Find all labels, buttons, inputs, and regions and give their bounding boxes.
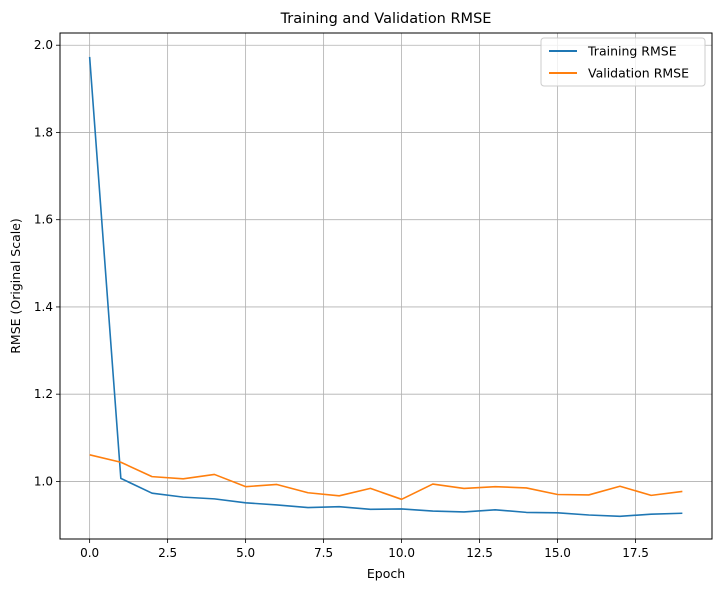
legend-box xyxy=(540,37,706,87)
x-axis-ticks: 0.0 2.5 5.0 7.5 10.0 12.5 15.0 17.5 xyxy=(80,539,649,560)
y-tick-label: 2.0 xyxy=(34,38,53,52)
y-axis-ticks: 1.0 1.2 1.4 1.6 1.8 2.0 xyxy=(34,38,60,488)
x-tick-label: 5.0 xyxy=(236,546,255,560)
x-axis-label: Epoch xyxy=(367,566,405,581)
grid xyxy=(60,33,712,539)
x-tick-label: 2.5 xyxy=(158,546,177,560)
legend-label-validation: Validation RMSE xyxy=(588,66,689,81)
x-tick-label: 15.0 xyxy=(544,546,571,560)
y-axis-label: RMSE (Original Scale) xyxy=(8,218,23,354)
x-tick-label: 7.5 xyxy=(314,546,333,560)
training-rmse-line xyxy=(88,56,683,518)
plot-series xyxy=(88,56,683,518)
y-tick-label: 1.6 xyxy=(34,213,53,227)
validation-rmse-line xyxy=(89,454,683,501)
y-tick-label: 1.4 xyxy=(34,300,53,314)
x-tick-label: 0.0 xyxy=(80,546,99,560)
y-tick-label: 1.0 xyxy=(34,474,53,488)
chart-title: Training and Validation RMSE xyxy=(280,11,492,27)
x-tick-label: 17.5 xyxy=(622,546,649,560)
legend: Training RMSE Validation RMSE xyxy=(540,37,706,87)
plot-frame xyxy=(59,32,713,540)
y-tick-label: 1.2 xyxy=(34,387,53,401)
legend-label-training: Training RMSE xyxy=(587,44,677,59)
y-tick-label: 1.8 xyxy=(34,125,53,139)
x-tick-label: 10.0 xyxy=(388,546,415,560)
x-tick-label: 12.5 xyxy=(466,546,493,560)
